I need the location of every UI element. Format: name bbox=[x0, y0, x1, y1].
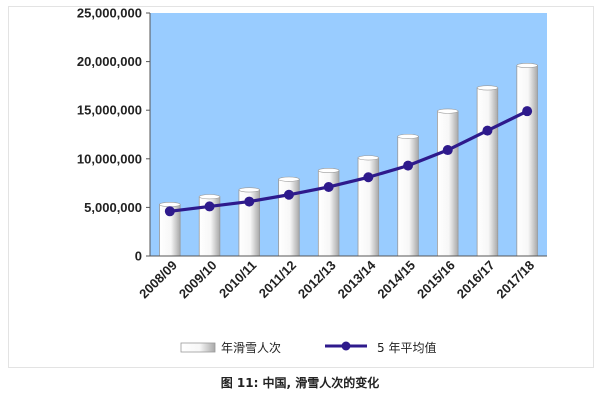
legend: 年滑雪人次 5 年平均值 bbox=[180, 340, 436, 355]
legend-line-label: 5 年平均值 bbox=[377, 340, 436, 355]
legend-line-marker bbox=[341, 341, 351, 351]
x-tick-label: 2015/16 bbox=[414, 258, 458, 302]
x-tick-label: 2012/13 bbox=[295, 258, 339, 302]
x-tick-label: 2017/18 bbox=[493, 258, 537, 302]
legend-bar-swatch bbox=[180, 342, 216, 353]
bar-2008-09 bbox=[159, 201, 181, 257]
bar-2010-11 bbox=[238, 187, 260, 257]
bar-2017-18 bbox=[516, 62, 538, 257]
avg-point-2016-17 bbox=[482, 125, 493, 136]
avg-point-2017-18 bbox=[522, 106, 533, 117]
avg-point-2008-09 bbox=[164, 206, 175, 217]
y-tick-label: 15,000,000 bbox=[77, 103, 142, 118]
y-tick-label: 5,000,000 bbox=[84, 200, 142, 215]
avg-line bbox=[169, 109, 528, 213]
avg-point-2011-12 bbox=[283, 189, 294, 200]
avg-point-2014-15 bbox=[403, 160, 414, 171]
avg-point-2010-11 bbox=[244, 196, 255, 207]
bar-2016-17 bbox=[476, 85, 499, 257]
x-tick-label: 2014/15 bbox=[374, 258, 418, 302]
bar-2011-12 bbox=[278, 176, 300, 257]
avg-point-2009-10 bbox=[204, 201, 215, 212]
figure-caption: 图 11: 中国, 滑雪人次的变化 bbox=[220, 376, 380, 390]
chart-container: 0 5,000,000 10,000,000 15,000,000 20,000,000… bbox=[8, 6, 594, 368]
legend-bar-label: 年滑雪人次 bbox=[221, 341, 281, 355]
chart-svg: 0 5,000,000 10,000,000 15,000,000 20,000,000… bbox=[77, 7, 547, 355]
bar-2014-15 bbox=[397, 133, 419, 257]
bar-2012-13 bbox=[317, 167, 340, 257]
x-tick-label: 2008/09 bbox=[136, 258, 180, 302]
x-tick-label: 2009/10 bbox=[176, 258, 220, 302]
x-tick-label: 2016/17 bbox=[454, 258, 498, 302]
y-tick-label: 10,000,000 bbox=[77, 151, 142, 166]
x-tick-label: 2010/11 bbox=[216, 258, 259, 301]
y-tick-label: 20,000,000 bbox=[77, 54, 142, 69]
avg-point-2012-13 bbox=[323, 181, 334, 192]
avg-point-2015-16 bbox=[442, 145, 453, 156]
bar-2009-10 bbox=[198, 194, 221, 257]
bar-2013-14 bbox=[357, 155, 380, 257]
y-tick-label: 0 bbox=[135, 249, 142, 264]
y-tick-label: 25,000,000 bbox=[77, 7, 142, 21]
avg-point-2013-14 bbox=[363, 172, 374, 183]
x-tick-label: 2013/14 bbox=[335, 257, 379, 301]
bar-2015-16 bbox=[437, 108, 459, 257]
x-tick-label: 2011/12 bbox=[256, 258, 299, 301]
